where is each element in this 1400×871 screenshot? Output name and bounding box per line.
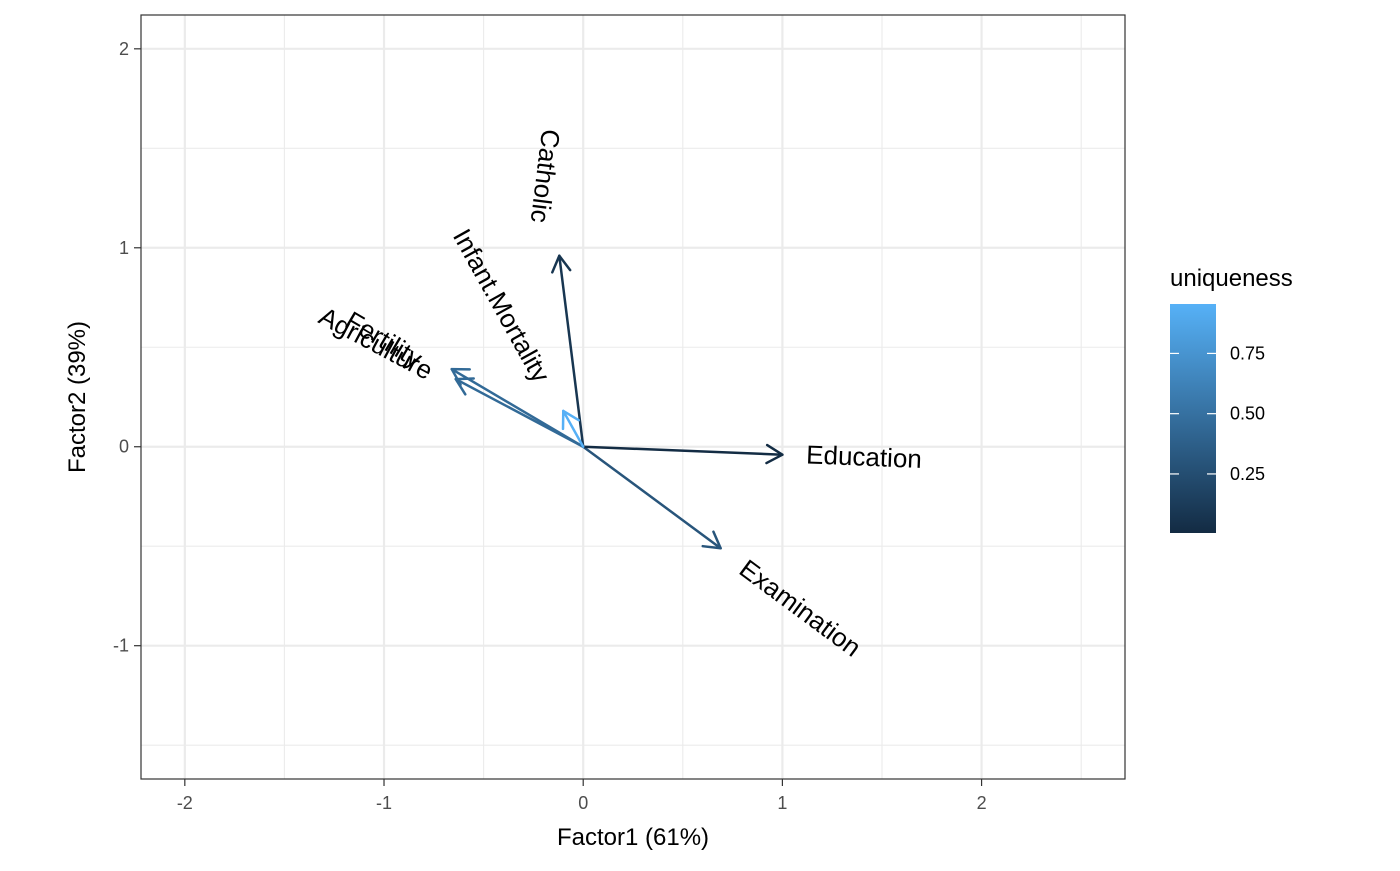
legend-ticks: 0.75 0.50 0.25 bbox=[1170, 343, 1265, 484]
arrow-head bbox=[454, 377, 475, 396]
x-tick-label: -2 bbox=[177, 793, 193, 813]
arrow-shaft bbox=[558, 254, 585, 448]
arrow-head bbox=[765, 443, 784, 465]
x-tick-label: 0 bbox=[578, 793, 588, 813]
y-axis-ticks: -1 0 1 2 bbox=[113, 39, 141, 656]
legend: uniqueness 0.75 0.50 0.25 bbox=[1170, 265, 1293, 533]
y-tick-label: -1 bbox=[113, 636, 129, 656]
grid-major bbox=[141, 15, 1125, 779]
legend-title: uniqueness bbox=[1170, 265, 1293, 292]
x-tick-label: 1 bbox=[777, 793, 787, 813]
legend-tick-label: 0.25 bbox=[1230, 464, 1265, 484]
arrow-shaft bbox=[581, 445, 722, 550]
grid-minor bbox=[141, 15, 1125, 779]
arrow-catholic bbox=[551, 254, 585, 448]
legend-tick-label: 0.50 bbox=[1230, 404, 1265, 424]
y-axis-title: Factor2 (39%) bbox=[64, 321, 91, 473]
x-tick-label: 2 bbox=[977, 793, 987, 813]
arrow-infant-mortality bbox=[561, 409, 585, 448]
arrow-head bbox=[561, 409, 580, 431]
arrow-head bbox=[701, 530, 722, 550]
arrow-education bbox=[581, 443, 784, 465]
label-education: Education bbox=[806, 439, 923, 474]
factor-loading-arrows bbox=[450, 254, 784, 550]
x-axis-ticks: -2 -1 0 1 2 bbox=[177, 779, 987, 813]
legend-tick-label: 0.75 bbox=[1230, 343, 1265, 363]
arrow-agriculture bbox=[454, 377, 585, 448]
y-tick-label: 0 bbox=[119, 437, 129, 457]
arrow-shaft bbox=[581, 445, 784, 456]
arrow-shaft bbox=[454, 377, 585, 448]
panel-border bbox=[140, 14, 1126, 780]
arrow-shaft bbox=[562, 409, 585, 448]
x-tick-label: -1 bbox=[376, 793, 392, 813]
panel-background bbox=[141, 15, 1125, 779]
x-axis-title: Factor1 (61%) bbox=[557, 824, 709, 851]
arrow-examination bbox=[581, 445, 722, 550]
y-tick-label: 2 bbox=[119, 39, 129, 59]
y-tick-label: 1 bbox=[119, 238, 129, 258]
arrow-head bbox=[551, 254, 572, 274]
legend-colorbar bbox=[1170, 304, 1216, 533]
